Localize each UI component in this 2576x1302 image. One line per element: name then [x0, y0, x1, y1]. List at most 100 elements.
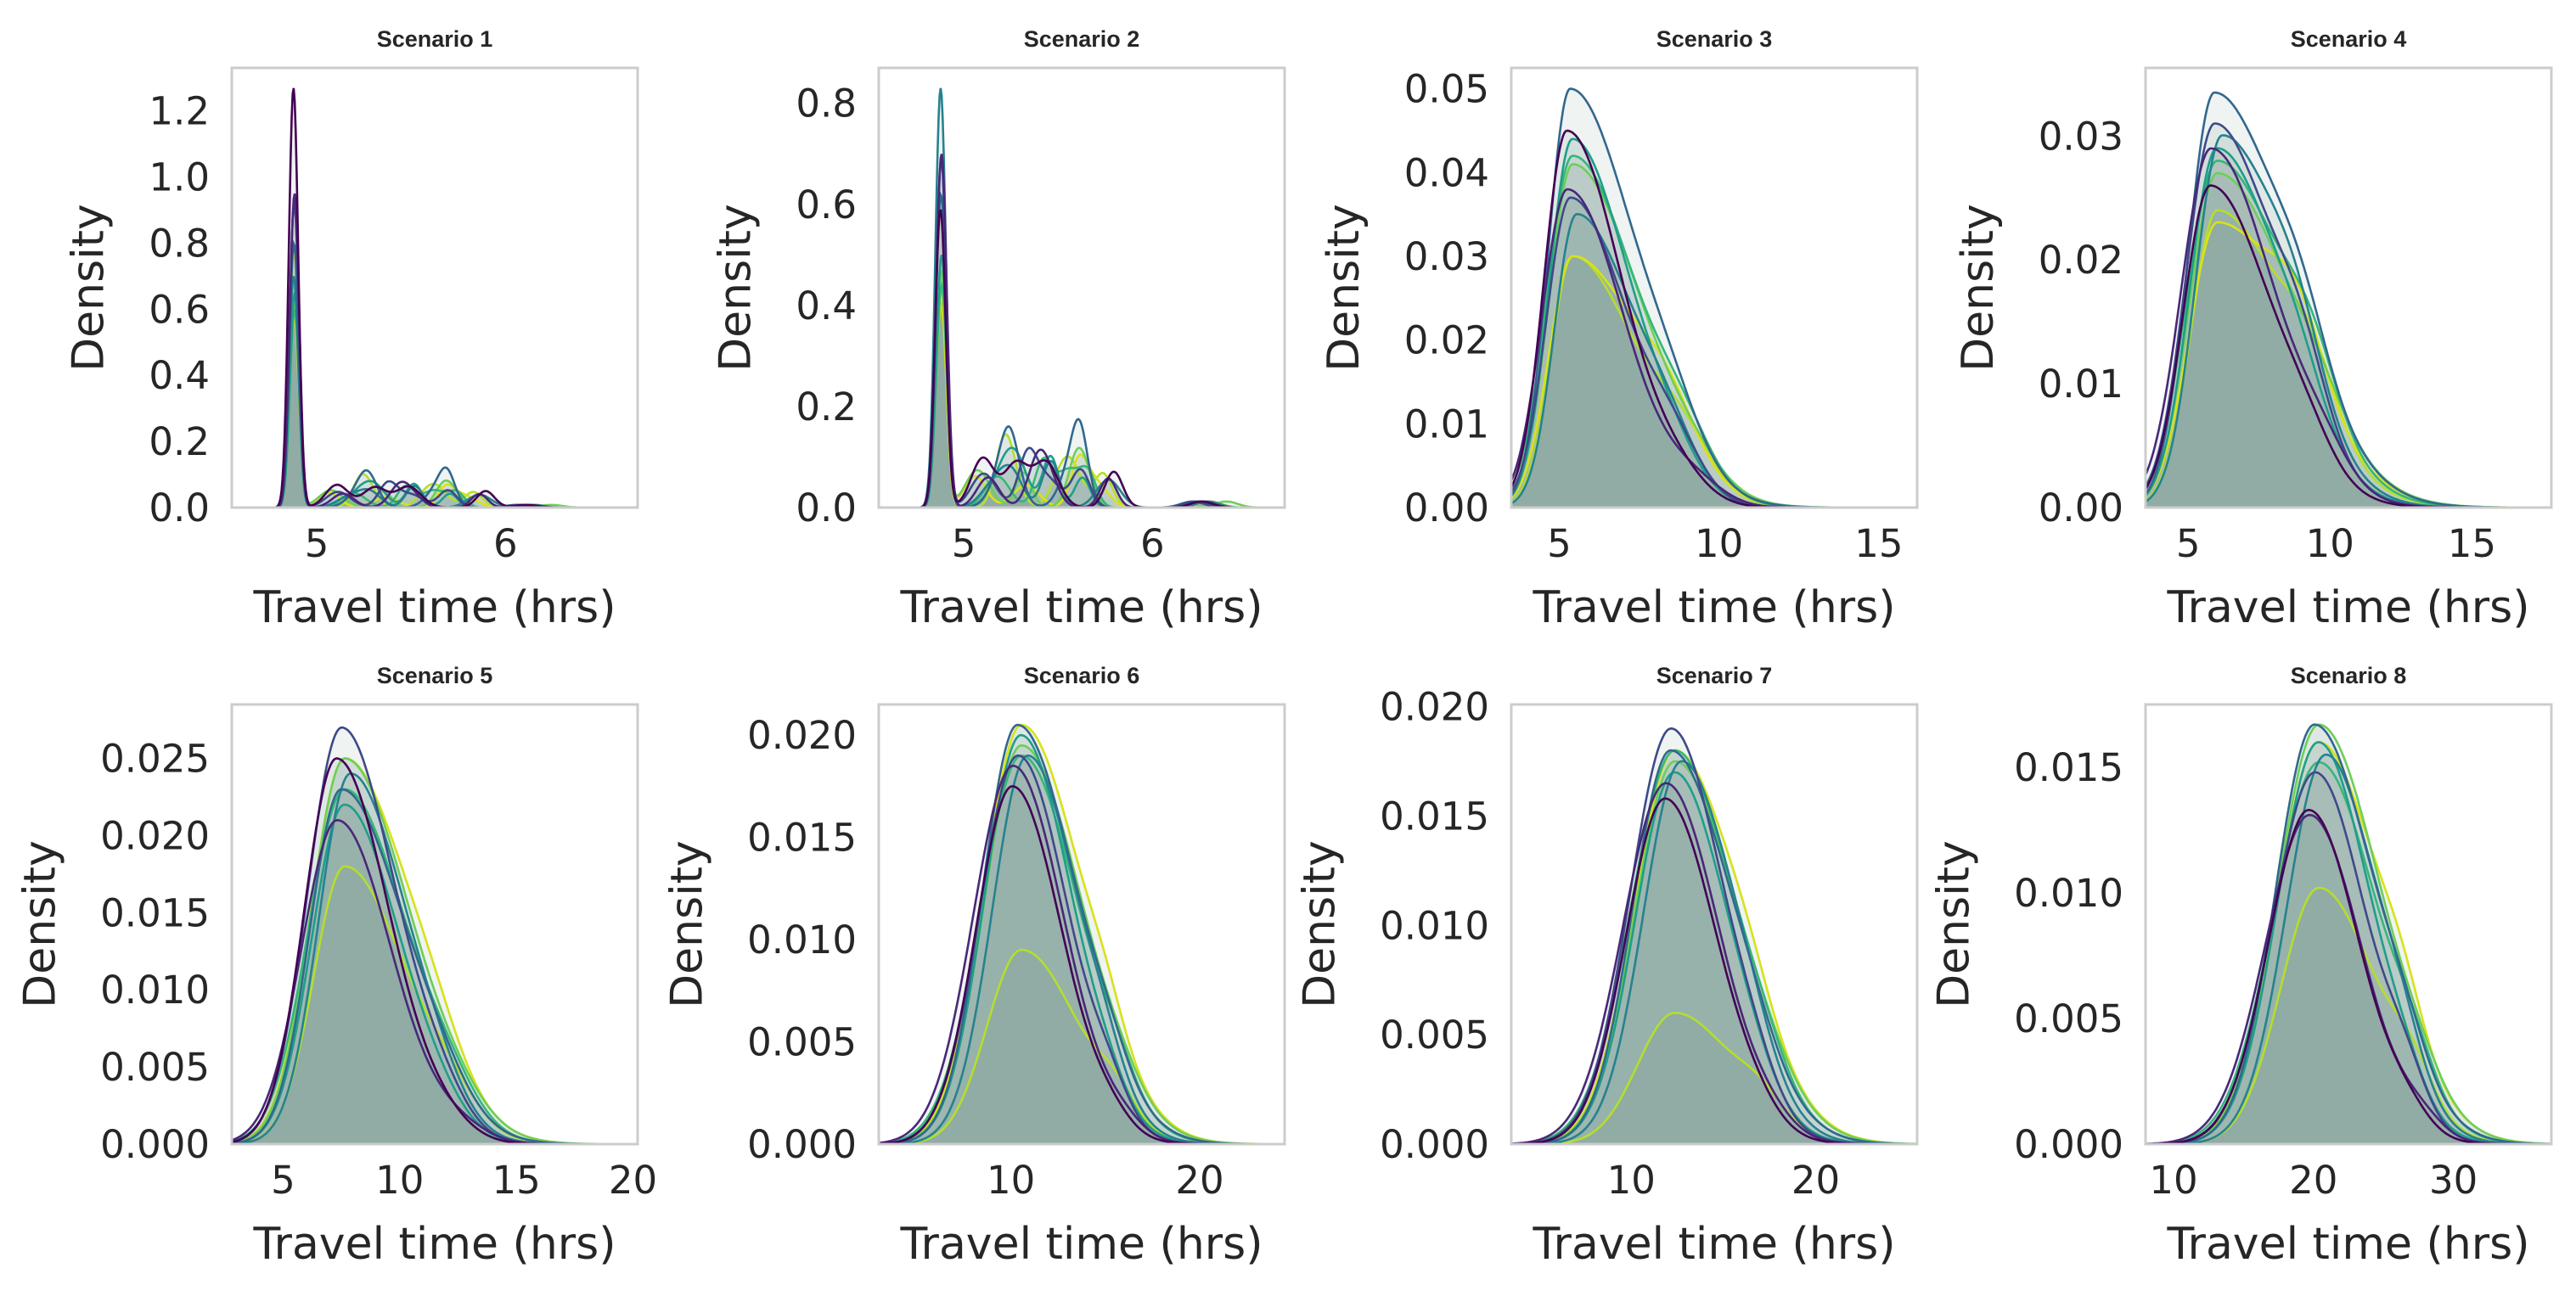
- density-curves: [2146, 723, 2551, 1144]
- y-tick-label: 0.025: [100, 737, 210, 782]
- y-axis-label: Density: [15, 840, 66, 1008]
- density-fill-2: [1511, 189, 1917, 508]
- density-line-7: [1511, 154, 1917, 508]
- y-tick-label: 0.03: [1404, 234, 1489, 279]
- y-tick-label: 0.05: [1404, 67, 1489, 112]
- x-tick-label: 5: [305, 521, 329, 566]
- x-tick-label: 6: [493, 521, 518, 566]
- density-fill-8: [879, 270, 1285, 508]
- density-line-2: [2146, 147, 2551, 508]
- x-axis-label: Travel time (hrs): [2166, 582, 2529, 633]
- y-axis-label: Density: [1319, 204, 1370, 372]
- density-curves: [879, 723, 1285, 1144]
- density-curves: [2146, 91, 2551, 508]
- density-fill-4: [2146, 724, 2551, 1144]
- y-tick-label: 0.005: [100, 1045, 210, 1090]
- x-tick-label: 30: [2429, 1158, 2478, 1203]
- y-tick-label: 0.000: [747, 1122, 857, 1167]
- x-tick-label: 5: [1547, 521, 1572, 566]
- y-tick-label: 0.01: [1404, 401, 1489, 446]
- y-axis-label: Density: [64, 204, 115, 372]
- chart-panel-7: Scenario 7 10 20 0.000 0.005 0.010 0.015 0.020 T…: [1295, 663, 1919, 1270]
- x-tick-label: 5: [2176, 521, 2201, 566]
- density-fill-1: [1511, 131, 1917, 508]
- density-fill-4: [1511, 88, 1917, 508]
- y-tick-label: 0.0: [149, 485, 210, 530]
- x-tick-label: 5: [952, 521, 976, 566]
- density-fill-1: [879, 786, 1285, 1144]
- density-curves: [879, 87, 1285, 508]
- density-fill-10: [2146, 222, 2551, 508]
- y-tick-label: 0.2: [149, 419, 210, 464]
- x-tick-label: 15: [492, 1158, 541, 1203]
- y-axis-label: Density: [1929, 840, 1980, 1008]
- density-fill-6: [232, 805, 638, 1144]
- chart-panel-3: Scenario 3 5 10 15 0.00 0.01 0.02 0.03 0.04 0.05 T…: [1319, 26, 1919, 633]
- density-fill-9: [2146, 888, 2551, 1144]
- y-tick-label: 0.015: [1380, 794, 1489, 839]
- x-tick-label: 10: [375, 1158, 424, 1203]
- density-fill-5: [1511, 760, 1917, 1144]
- y-tick-label: 0.015: [747, 816, 857, 861]
- density-fill-1: [1511, 798, 1917, 1144]
- density-line-2: [1511, 188, 1917, 508]
- x-tick-label: 20: [1175, 1158, 1223, 1203]
- density-line-5: [1511, 760, 1917, 1144]
- density-fill-9: [1511, 256, 1917, 508]
- panel-title: Scenario 3: [1656, 26, 1773, 52]
- y-tick-label: 0.02: [2039, 238, 2123, 283]
- density-curves: [1511, 727, 1917, 1144]
- y-tick-label: 0.8: [149, 221, 210, 266]
- y-axis-label: Density: [711, 204, 762, 372]
- y-tick-label: 1.0: [149, 155, 210, 200]
- x-axis-label: Travel time (hrs): [252, 582, 616, 633]
- x-tick-label: 6: [1140, 521, 1165, 566]
- x-axis-label: Travel time (hrs): [1532, 582, 1895, 633]
- y-tick-label: 0.8: [796, 81, 857, 126]
- density-fill-8: [879, 745, 1285, 1144]
- density-fill-1: [232, 758, 638, 1144]
- y-tick-label: 0.015: [2014, 745, 2123, 790]
- density-line-1: [1511, 129, 1917, 508]
- density-fill-10: [1511, 255, 1917, 508]
- chart-panel-6: Scenario 6 10 20 0.000 0.005 0.010 0.015 0.020 T…: [662, 663, 1286, 1270]
- density-fill-2: [1511, 783, 1917, 1144]
- x-axis-label: Travel time (hrs): [2166, 1219, 2529, 1270]
- x-tick-label: 20: [609, 1158, 657, 1203]
- x-tick-label: 20: [1791, 1158, 1840, 1203]
- x-tick-label: 20: [2289, 1158, 2337, 1203]
- chart-panel-2: Scenario 2 5 6 0.0 0.2 0.4 0.6 0.8 Travel time (…: [711, 26, 1286, 633]
- density-fill-6: [1511, 138, 1917, 508]
- plot-frame: [2144, 703, 2553, 1146]
- density-fill-3: [2146, 123, 2551, 508]
- y-tick-label: 0.005: [2014, 996, 2123, 1041]
- density-fill-7: [1511, 750, 1917, 1144]
- x-tick-label: 15: [2448, 521, 2496, 566]
- plot-frame: [1510, 66, 1919, 509]
- density-fill-5: [2146, 755, 2551, 1144]
- x-axis-label: Travel time (hrs): [252, 1219, 616, 1270]
- y-tick-label: 0.000: [100, 1122, 210, 1167]
- plot-frame: [877, 703, 1286, 1146]
- density-fill-1: [2146, 185, 2551, 508]
- y-tick-label: 0.00: [1404, 485, 1489, 530]
- panel-title: Scenario 5: [377, 663, 493, 688]
- x-tick-label: 10: [2306, 521, 2354, 566]
- panel-title: Scenario 7: [1656, 663, 1773, 688]
- y-tick-label: 0.020: [747, 713, 857, 758]
- x-tick-label: 15: [1854, 521, 1903, 566]
- y-tick-label: 0.005: [747, 1020, 857, 1065]
- x-axis-label: Travel time (hrs): [899, 582, 1263, 633]
- density-line-4: [1511, 749, 1917, 1144]
- y-tick-label: 0.6: [149, 287, 210, 332]
- density-fill-6: [1511, 772, 1917, 1144]
- x-tick-label: 5: [271, 1158, 295, 1203]
- x-tick-label: 10: [2149, 1158, 2197, 1203]
- density-fill-10: [2146, 742, 2551, 1144]
- density-fill-8: [1511, 761, 1917, 1144]
- y-tick-label: 0.010: [2014, 871, 2123, 916]
- y-tick-label: 0.01: [2039, 362, 2123, 407]
- density-fill-7: [2146, 160, 2551, 508]
- density-fill-10: [1511, 750, 1917, 1144]
